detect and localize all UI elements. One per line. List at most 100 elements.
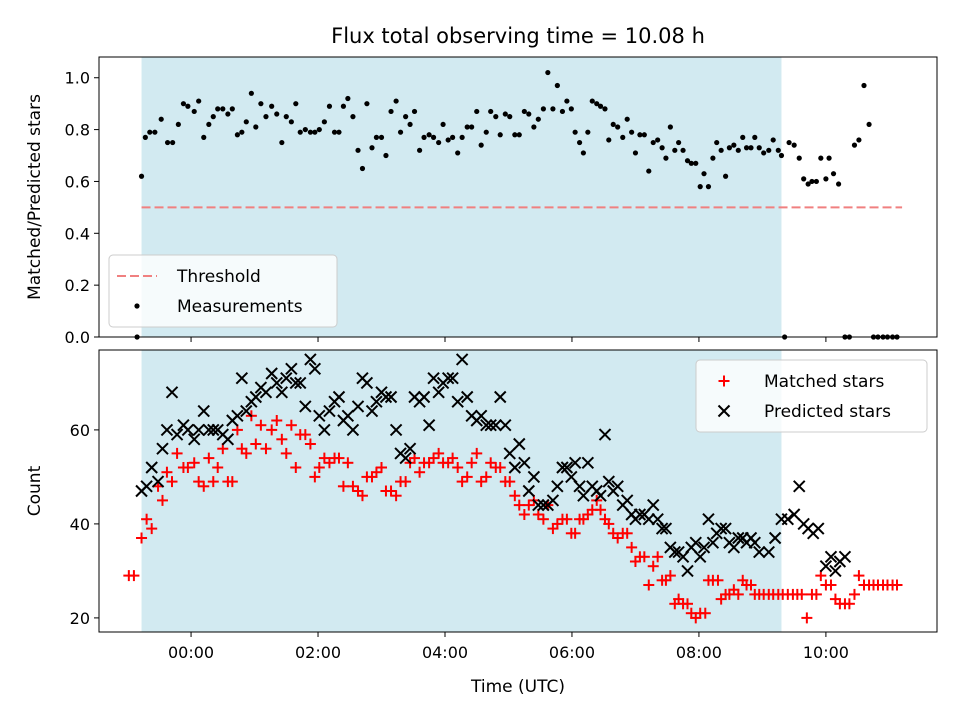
- data-point: [824, 550, 838, 564]
- data-point: [499, 418, 512, 432]
- data-point: [158, 116, 164, 122]
- data-point: [718, 147, 724, 153]
- data-point: [576, 139, 583, 146]
- data-point: [560, 461, 574, 474]
- data-point: [269, 103, 275, 109]
- data-point: [835, 181, 842, 187]
- data-point: [376, 462, 388, 473]
- data-point: [554, 82, 560, 89]
- data-point: [624, 116, 630, 122]
- data-point: [805, 181, 811, 187]
- data-point: [745, 579, 757, 591]
- data-point: [271, 415, 283, 426]
- data-point: [626, 541, 638, 553]
- data-point: [861, 82, 867, 89]
- data-point: [699, 607, 711, 619]
- data-point: [459, 134, 465, 140]
- data-point: [197, 404, 210, 418]
- data-point: [452, 462, 464, 473]
- data-point: [594, 489, 607, 502]
- data-point: [239, 129, 245, 135]
- data-point: [813, 178, 819, 185]
- data-point: [663, 155, 669, 161]
- data-point: [688, 160, 694, 166]
- legend: Matched stars Predicted stars: [695, 359, 928, 433]
- data-point: [323, 404, 336, 418]
- data-point: [360, 376, 374, 390]
- data-point: [275, 386, 289, 399]
- data-point: [160, 423, 174, 437]
- data-point: [564, 98, 570, 104]
- data-point: [768, 531, 782, 545]
- data-point: [612, 532, 624, 544]
- data-point: [397, 129, 404, 135]
- data-point: [580, 150, 586, 156]
- data-point: [356, 490, 368, 502]
- data-point: [621, 527, 633, 539]
- data-point: [598, 428, 612, 441]
- data-point: [540, 106, 546, 112]
- data-point: [469, 124, 475, 130]
- data-point: [503, 447, 516, 460]
- data-point: [283, 114, 289, 120]
- data-point: [411, 108, 418, 115]
- data-point: [393, 98, 399, 104]
- data-point: [518, 456, 531, 470]
- data-point: [551, 480, 564, 493]
- data-point: [318, 452, 330, 464]
- data-point: [422, 418, 436, 432]
- data-point: [702, 512, 715, 526]
- data-point: [185, 103, 191, 109]
- data-point: [432, 386, 445, 399]
- data-point: [461, 390, 474, 404]
- data-point: [248, 90, 254, 96]
- data-point: [302, 126, 308, 133]
- data-point: [206, 121, 212, 128]
- data-point: [342, 457, 354, 469]
- data-point: [826, 155, 832, 161]
- data-point: [323, 457, 335, 469]
- data-point: [602, 106, 608, 112]
- data-point: [364, 101, 370, 107]
- data-point: [615, 124, 621, 130]
- data-point: [676, 139, 682, 146]
- data-point: [752, 134, 758, 140]
- data-point: [299, 429, 311, 441]
- data-point: [595, 504, 607, 516]
- data-point: [350, 114, 356, 120]
- data-point: [403, 114, 409, 120]
- data-point: [345, 95, 351, 102]
- y-tick-label: 0.4: [65, 224, 90, 243]
- data-point: [838, 550, 852, 564]
- data-point: [597, 103, 604, 109]
- y-tick-label: 60: [70, 421, 90, 440]
- data-point: [378, 134, 385, 140]
- data-point: [263, 114, 269, 120]
- data-point: [340, 103, 347, 109]
- data-point: [373, 134, 380, 140]
- data-point: [642, 512, 655, 526]
- data-point: [513, 437, 526, 451]
- data-point: [689, 536, 702, 549]
- data-point: [441, 371, 455, 385]
- data-point: [796, 588, 808, 600]
- data-point: [705, 184, 712, 190]
- data-point: [532, 498, 545, 512]
- data-point: [426, 132, 432, 138]
- data-point: [471, 447, 483, 459]
- data-point: [203, 452, 215, 464]
- data-point: [652, 551, 664, 563]
- data-point: [810, 588, 822, 600]
- legend-label: Measurements: [177, 297, 303, 317]
- data-point: [497, 132, 503, 138]
- data-point: [240, 447, 252, 459]
- data-point: [516, 132, 522, 138]
- data-point: [191, 108, 197, 115]
- data-point: [201, 134, 207, 140]
- data-point: [235, 371, 249, 385]
- data-point: [141, 513, 153, 525]
- data-point: [643, 579, 655, 591]
- data-point: [156, 442, 169, 455]
- x-tick-label: 08:00: [676, 643, 722, 662]
